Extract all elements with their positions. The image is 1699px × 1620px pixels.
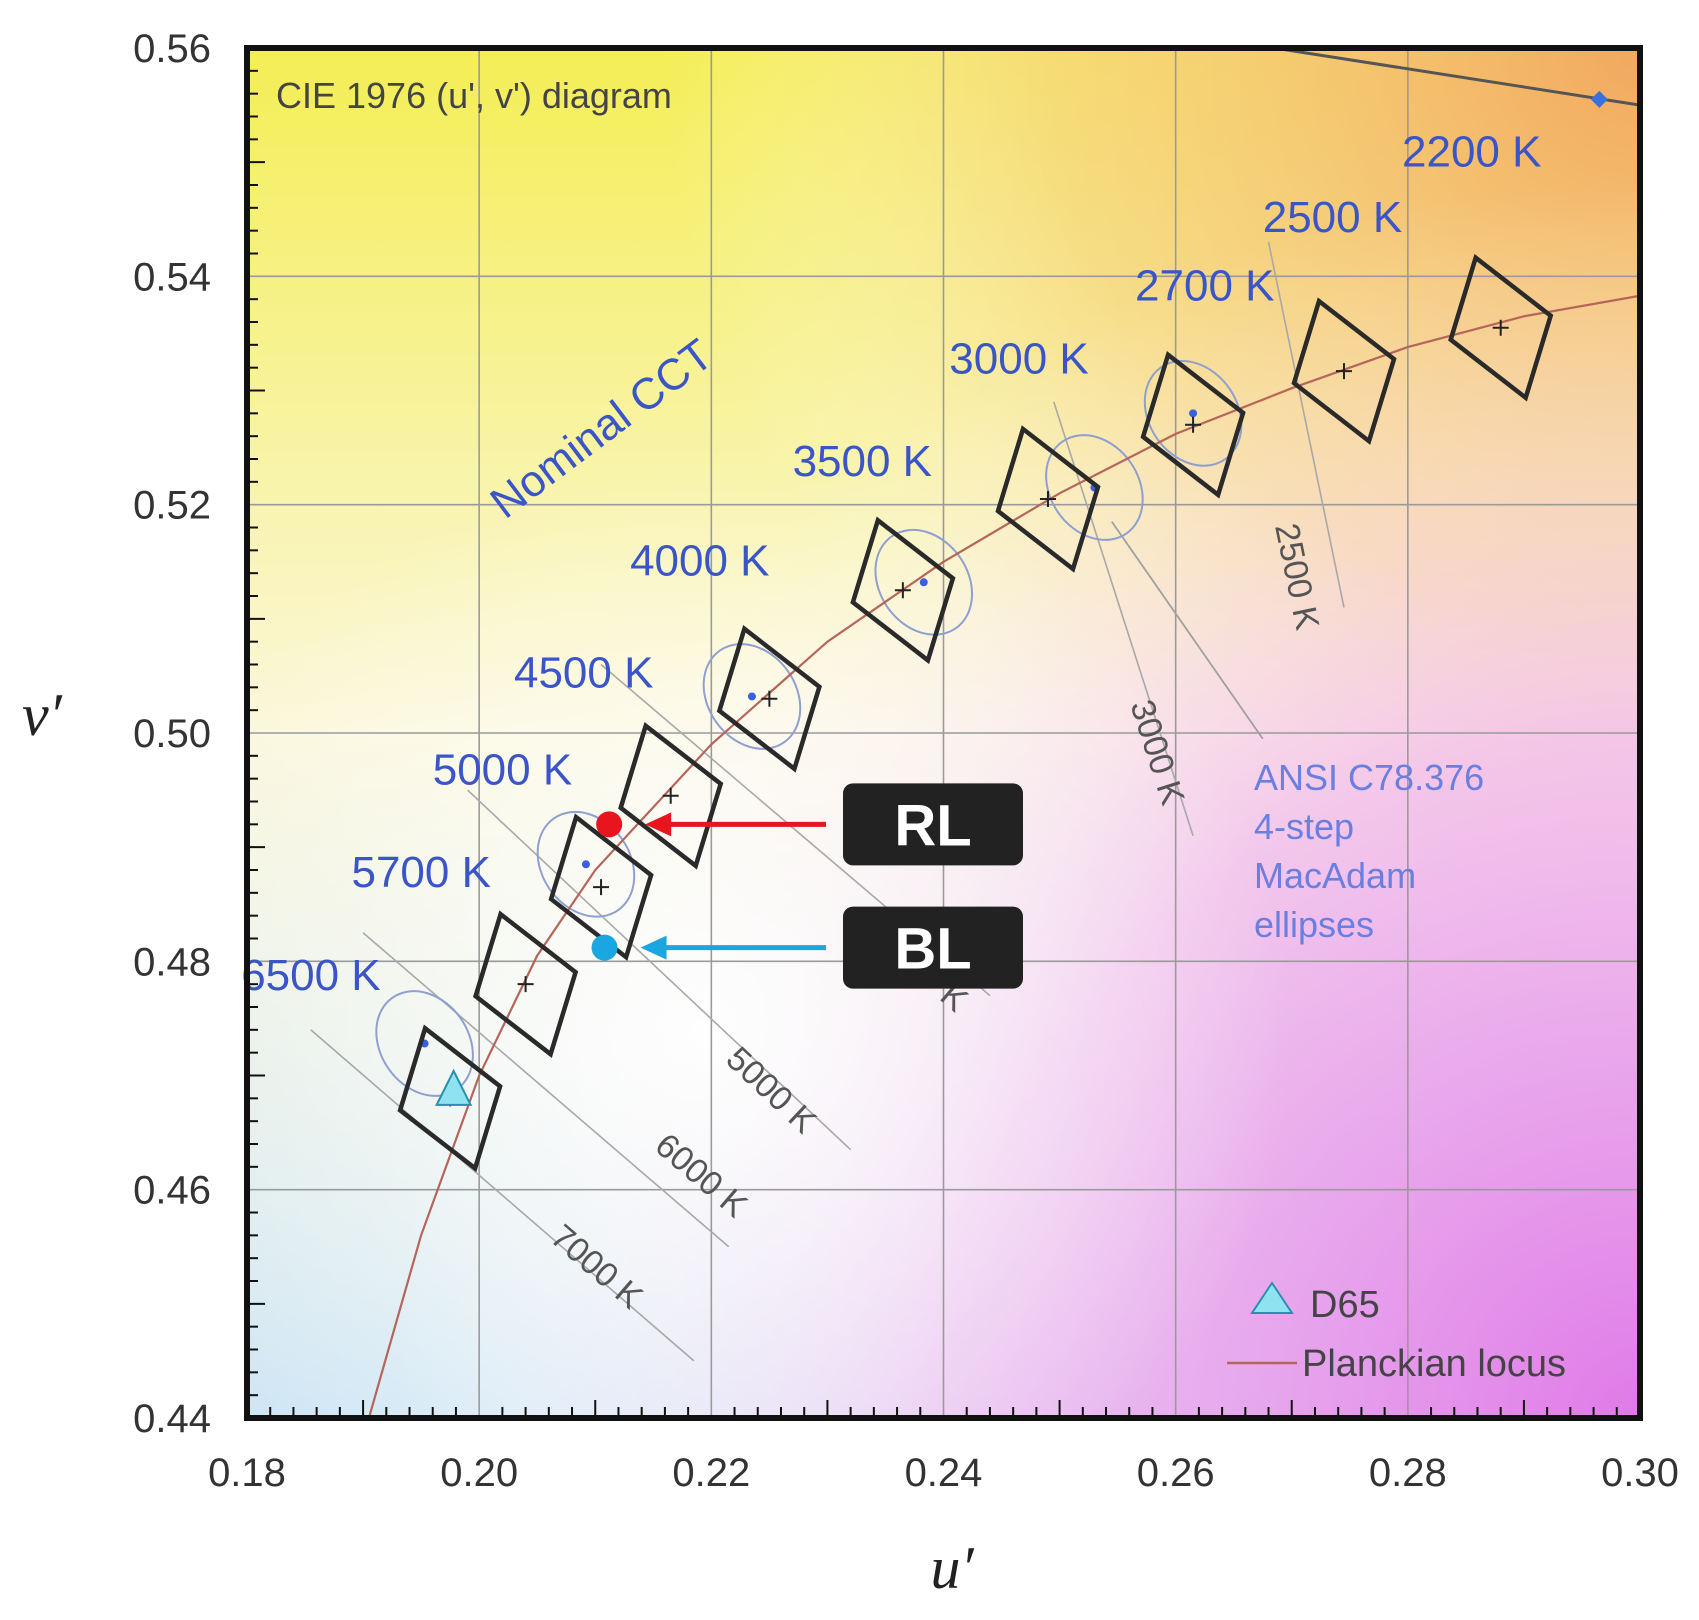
x-tick-label: 0.22	[672, 1451, 750, 1495]
macadam-ellipse	[536, 810, 636, 918]
quadrangle-center-cross	[1492, 319, 1509, 336]
macadam-ellipse	[1045, 434, 1144, 541]
y-tick-label: 0.54	[133, 255, 211, 299]
legend-d65-symbol	[1250, 1281, 1294, 1314]
macadam-ellipse	[874, 528, 974, 636]
ansi-quadrangle	[1448, 253, 1554, 402]
ellipse-center-dot	[919, 578, 928, 587]
quadrangle-center-cross	[761, 690, 778, 707]
rl-callout-box	[843, 783, 1023, 866]
isotemperature-line	[310, 1029, 695, 1362]
ellipse-center-dot	[1189, 409, 1198, 418]
macadam-ellipses	[375, 359, 1243, 1097]
x-axis-title: u′	[930, 1535, 974, 1601]
nominal-cct-label: 3000 K	[949, 334, 1088, 383]
x-tick-label: 0.20	[440, 1451, 518, 1495]
quadrangle-center-cross	[1185, 416, 1202, 433]
y-tick-label: 0.56	[133, 27, 211, 71]
x-tick-label: 0.24	[905, 1451, 983, 1495]
ansi-quadrangle	[995, 425, 1101, 573]
x-tick-label: 0.28	[1369, 1451, 1447, 1495]
quadrangle-center-cross	[517, 976, 534, 993]
rl-marker	[596, 811, 623, 838]
legend-planckian-label: Planckian locus	[1302, 1343, 1566, 1385]
nominal-cct-label: 4500 K	[514, 648, 653, 697]
y-axis-title: v′	[22, 682, 63, 748]
diagram-title: CIE 1976 (u', v') diagram	[276, 75, 672, 116]
quadrangle-center-cross	[593, 879, 610, 896]
rl-callout-label: RL	[894, 793, 971, 858]
ellipse-center-dot	[747, 692, 756, 701]
ellipse-center-dot	[581, 860, 590, 869]
plot-frame	[244, 45, 1643, 1421]
isotemperature-line	[362, 932, 730, 1248]
ansi-label-line: ellipses	[1254, 904, 1374, 945]
nominal-cct-label: 2200 K	[1402, 128, 1541, 177]
nominal-cct-label: 4000 K	[630, 536, 769, 585]
ansi-quadrangle	[1140, 351, 1246, 499]
legend-d65-label: D65	[1310, 1284, 1380, 1326]
bl-callout-label: BL	[894, 917, 971, 982]
nominal-cct-label: 5000 K	[433, 745, 572, 794]
quadrangle-center-cross	[662, 787, 679, 804]
ansi-quadrangle	[716, 625, 823, 773]
nominal-cct-label: 5700 K	[351, 848, 490, 897]
x-tick-label: 0.18	[208, 1451, 286, 1495]
isotemperature-line	[467, 789, 852, 1151]
ansi-quadrangles	[397, 253, 1554, 1173]
macadam-ellipse	[702, 643, 802, 750]
axis-tick-labels: 0.18 0.20 0.22 0.24 0.26 0.28 0.30 0.44 0.46 0.48…	[133, 27, 1679, 1495]
legend: D65 Planckian locus	[1227, 1281, 1566, 1385]
bl-arrow-head	[640, 935, 667, 960]
ansi-quadrangle	[397, 1024, 503, 1173]
y-tick-label: 0.52	[133, 484, 211, 528]
y-tick-label: 0.48	[133, 940, 211, 984]
x-tick-label: 0.26	[1137, 1451, 1215, 1495]
ansi-label-line: MacAdam	[1254, 855, 1416, 896]
ansi-leader-line	[1111, 521, 1264, 740]
planckian-locus-line	[367, 294, 1640, 1418]
cct-labels: 6500 K 5700 K 5000 K 4500 K 4000 K 3500 K 3000…	[241, 128, 1541, 1000]
bl-marker	[591, 934, 618, 961]
nominal-cct-label: 6500 K	[241, 951, 380, 1000]
rl-arrow-head	[645, 812, 672, 837]
callouts: RL BL	[640, 783, 1023, 989]
quadrangle-center-cross	[1039, 490, 1056, 507]
x-tick-label: 0.30	[1601, 1451, 1679, 1495]
d65-marker	[435, 1068, 473, 1106]
quadrangle-center-cross	[1335, 363, 1352, 380]
spectrum-locus-line	[1274, 48, 1640, 107]
macadam-ellipse	[1143, 359, 1243, 467]
ansi-label-line: 4-step	[1254, 806, 1354, 847]
y-tick-label: 0.44	[133, 1397, 211, 1441]
ansi-quadrangle	[850, 516, 956, 665]
axis-ticks	[247, 69, 1618, 1418]
isotemperature-line	[1267, 241, 1345, 608]
ansi-label-line: ANSI C78.376	[1254, 757, 1484, 798]
nominal-cct-label: 3500 K	[793, 437, 932, 486]
ansi-quadrangle	[1291, 297, 1397, 445]
isotemperature-line	[1053, 401, 1194, 836]
quadrangle-center-cross	[894, 582, 911, 599]
ansi-quadrangle	[472, 910, 579, 1058]
nominal-cct-label: 2500 K	[1263, 193, 1402, 242]
bl-callout-box	[843, 906, 1023, 989]
planckian-locus	[367, 294, 1640, 1418]
ansi-quadrangle	[618, 722, 724, 870]
point-markers	[435, 811, 623, 1106]
ansi-annotation: ANSI C78.376 4-step MacAdam ellipses	[1254, 757, 1484, 945]
nominal-cct-label: 2700 K	[1135, 261, 1274, 310]
y-tick-label: 0.46	[133, 1169, 211, 1213]
grid-lines	[247, 48, 1640, 1418]
y-tick-label: 0.50	[133, 712, 211, 756]
